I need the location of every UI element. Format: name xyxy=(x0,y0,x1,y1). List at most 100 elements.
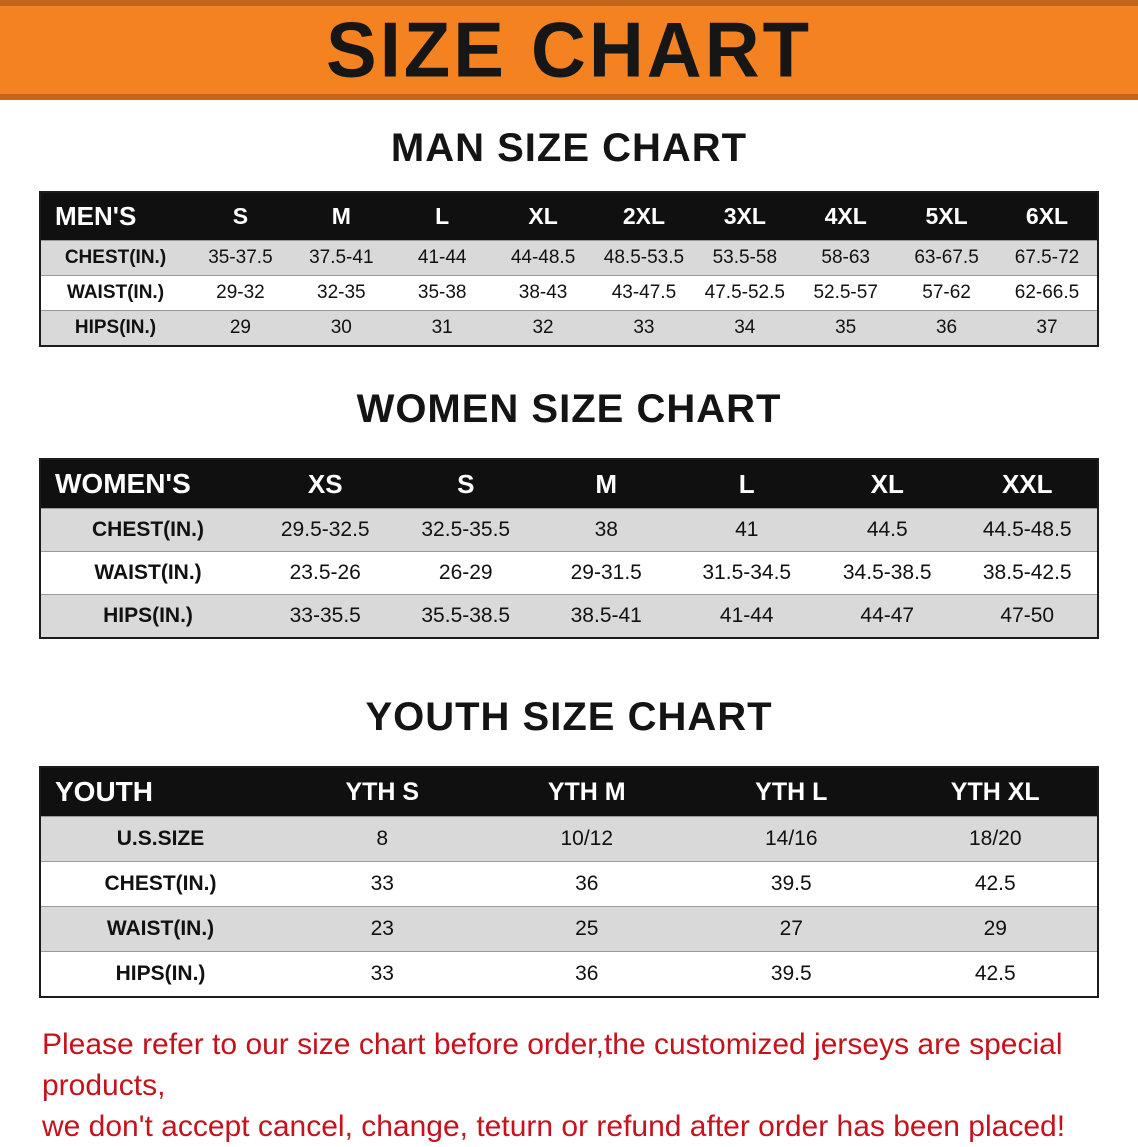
table-header-row: MEN'S S M L XL 2XL 3XL 4XL 5XL 6XL xyxy=(40,192,1098,241)
size-header-cell: L xyxy=(738,468,755,499)
value-cell: 36 xyxy=(575,872,599,895)
value-cell: 23.5-26 xyxy=(289,561,361,584)
value-cell: 38.5-41 xyxy=(570,604,642,627)
value-cell: 26-29 xyxy=(438,561,493,584)
value-cell: 67.5-72 xyxy=(1014,247,1080,268)
row-label: HIPS(IN.) xyxy=(74,317,157,338)
value-cell: 39.5 xyxy=(770,872,812,895)
value-cell: 47-50 xyxy=(1000,604,1055,627)
value-cell: 42.5 xyxy=(974,962,1016,985)
value-cell: 35-37.5 xyxy=(208,247,273,268)
size-header-cell: XS xyxy=(307,468,343,499)
women-size-table: WOMEN'S XS S M L XL XXL CHEST(IN.) 29.5-32.5 32.5… xyxy=(39,458,1099,639)
row-label: CHEST(IN.) xyxy=(92,518,204,541)
value-cell: 57-62 xyxy=(922,282,971,303)
row-label: HIPS(IN.) xyxy=(115,962,206,985)
size-header-cell: 3XL xyxy=(723,203,766,229)
value-cell: 52.5-57 xyxy=(813,282,878,303)
value-cell: 41 xyxy=(735,518,759,541)
value-cell: 43-47.5 xyxy=(611,282,677,303)
value-cell: 10/12 xyxy=(560,827,614,850)
size-header-cell: S xyxy=(457,468,475,499)
value-cell: 44.5-48.5 xyxy=(982,518,1072,541)
size-header-cell: M xyxy=(595,468,618,499)
size-header-cell: S xyxy=(232,203,249,229)
value-cell: 32 xyxy=(532,317,554,338)
size-header-cell: YTH L xyxy=(755,777,828,806)
size-header-cell: L xyxy=(435,203,450,229)
value-cell: 41-44 xyxy=(719,604,774,627)
value-cell: 32.5-35.5 xyxy=(421,518,511,541)
value-cell: 35-38 xyxy=(417,282,467,303)
size-header-cell: 6XL xyxy=(1025,203,1069,229)
value-cell: 33 xyxy=(370,872,394,895)
notice-line-1: Please refer to our size chart before or… xyxy=(42,1028,1063,1102)
size-header-cell: YTH S xyxy=(345,777,420,806)
row-label: WAIST(IN.) xyxy=(66,282,165,303)
table-header-row: WOMEN'S XS S M L XL XXL xyxy=(40,459,1098,509)
value-cell: 37.5-41 xyxy=(309,247,374,268)
value-cell: 48.5-53.5 xyxy=(603,247,685,268)
value-cell: 25 xyxy=(575,917,599,940)
size-header-cell: XL xyxy=(528,203,558,229)
value-cell: 35 xyxy=(835,317,857,338)
value-cell: 31 xyxy=(431,317,453,338)
value-cell: 36 xyxy=(575,962,599,985)
value-cell: 27 xyxy=(779,917,803,940)
value-cell: 18/20 xyxy=(968,827,1022,850)
row-label: U.S.SIZE xyxy=(116,827,205,850)
table-row: CHEST(IN.) 29.5-32.5 32.5-35.5 38 41 44.5 44.5… xyxy=(40,508,1098,552)
value-cell: 29 xyxy=(229,317,251,338)
value-cell: 42.5 xyxy=(974,872,1016,895)
size-header-cell: 5XL xyxy=(925,203,968,229)
value-cell: 44-47 xyxy=(860,604,915,627)
value-cell: 38 xyxy=(594,518,618,541)
value-cell: 34 xyxy=(734,317,756,338)
table-row: CHEST(IN.) 35-37.5 37.5-41 41-44 44-48.5 48.5… xyxy=(40,240,1098,276)
men-section-heading: MAN SIZE CHART xyxy=(390,126,748,170)
banner: SIZE CHART xyxy=(0,0,1138,100)
table-row: WAIST(IN.) 23.5-26 26-29 29-31.5 31.5-34.5 34… xyxy=(40,551,1098,595)
women-section-heading: WOMEN SIZE CHART xyxy=(356,387,782,431)
value-cell: 47.5-52.5 xyxy=(704,282,785,303)
table-title-cell: WOMEN'S xyxy=(55,468,191,499)
order-notice: Please refer to our size chart before or… xyxy=(0,1024,1138,1147)
notice-line-2: we don't accept cancel, change, teturn o… xyxy=(42,1110,1066,1143)
youth-size-table: YOUTH YTH S YTH M YTH L YTH XL U.S.SIZE 8 10/12… xyxy=(39,766,1099,998)
table-row: HIPS(IN.) 33-35.5 35.5-38.5 38.5-41 41-44 44-… xyxy=(40,594,1098,638)
value-cell: 29 xyxy=(983,917,1007,940)
page-title: SIZE CHART xyxy=(326,6,812,94)
size-header-cell: 2XL xyxy=(622,203,666,229)
value-cell: 29.5-32.5 xyxy=(280,518,370,541)
youth-section: YOUTH SIZE CHART YOUTH YTH S YTH M YTH L YTH… xyxy=(0,639,1138,998)
value-cell: 62-66.5 xyxy=(1014,282,1080,303)
size-header-cell: 4XL xyxy=(824,203,867,229)
value-cell: 14/16 xyxy=(764,827,818,850)
row-label: WAIST(IN.) xyxy=(94,561,202,584)
youth-section-heading: YOUTH SIZE CHART xyxy=(365,695,773,739)
value-cell: 34.5-38.5 xyxy=(842,561,932,584)
value-cell: 37 xyxy=(1036,317,1058,338)
table-row: WAIST(IN.) 29-32 32-35 35-38 38-43 43-47.5 47.… xyxy=(40,275,1098,311)
value-cell: 29-31.5 xyxy=(570,561,642,584)
row-label: CHEST(IN.) xyxy=(64,247,167,268)
row-label: HIPS(IN.) xyxy=(103,604,193,627)
value-cell: 33-35.5 xyxy=(289,604,361,627)
table-header-row: YOUTH YTH S YTH M YTH L YTH XL xyxy=(40,767,1098,817)
value-cell: 44.5 xyxy=(866,518,908,541)
table-row: CHEST(IN.) 33 36 39.5 42.5 xyxy=(40,861,1098,907)
value-cell: 8 xyxy=(376,827,389,850)
size-header-cell: XL xyxy=(870,468,904,499)
value-cell: 39.5 xyxy=(770,962,812,985)
table-title-cell: YOUTH xyxy=(55,776,153,807)
value-cell: 63-67.5 xyxy=(914,247,979,268)
value-cell: 38.5-42.5 xyxy=(982,561,1072,584)
value-cell: 53.5-58 xyxy=(712,247,778,268)
table-row: HIPS(IN.) 33 36 39.5 42.5 xyxy=(40,951,1098,997)
value-cell: 33 xyxy=(370,962,394,985)
women-section: WOMEN SIZE CHART WOMEN'S XS S M L XL XXL CHEST(… xyxy=(0,347,1138,639)
value-cell: 33 xyxy=(633,317,655,338)
value-cell: 30 xyxy=(330,317,352,338)
men-section: MAN SIZE CHART MEN'S S M L XL 2XL 3XL 4XL 5XL 6XL… xyxy=(0,100,1138,347)
